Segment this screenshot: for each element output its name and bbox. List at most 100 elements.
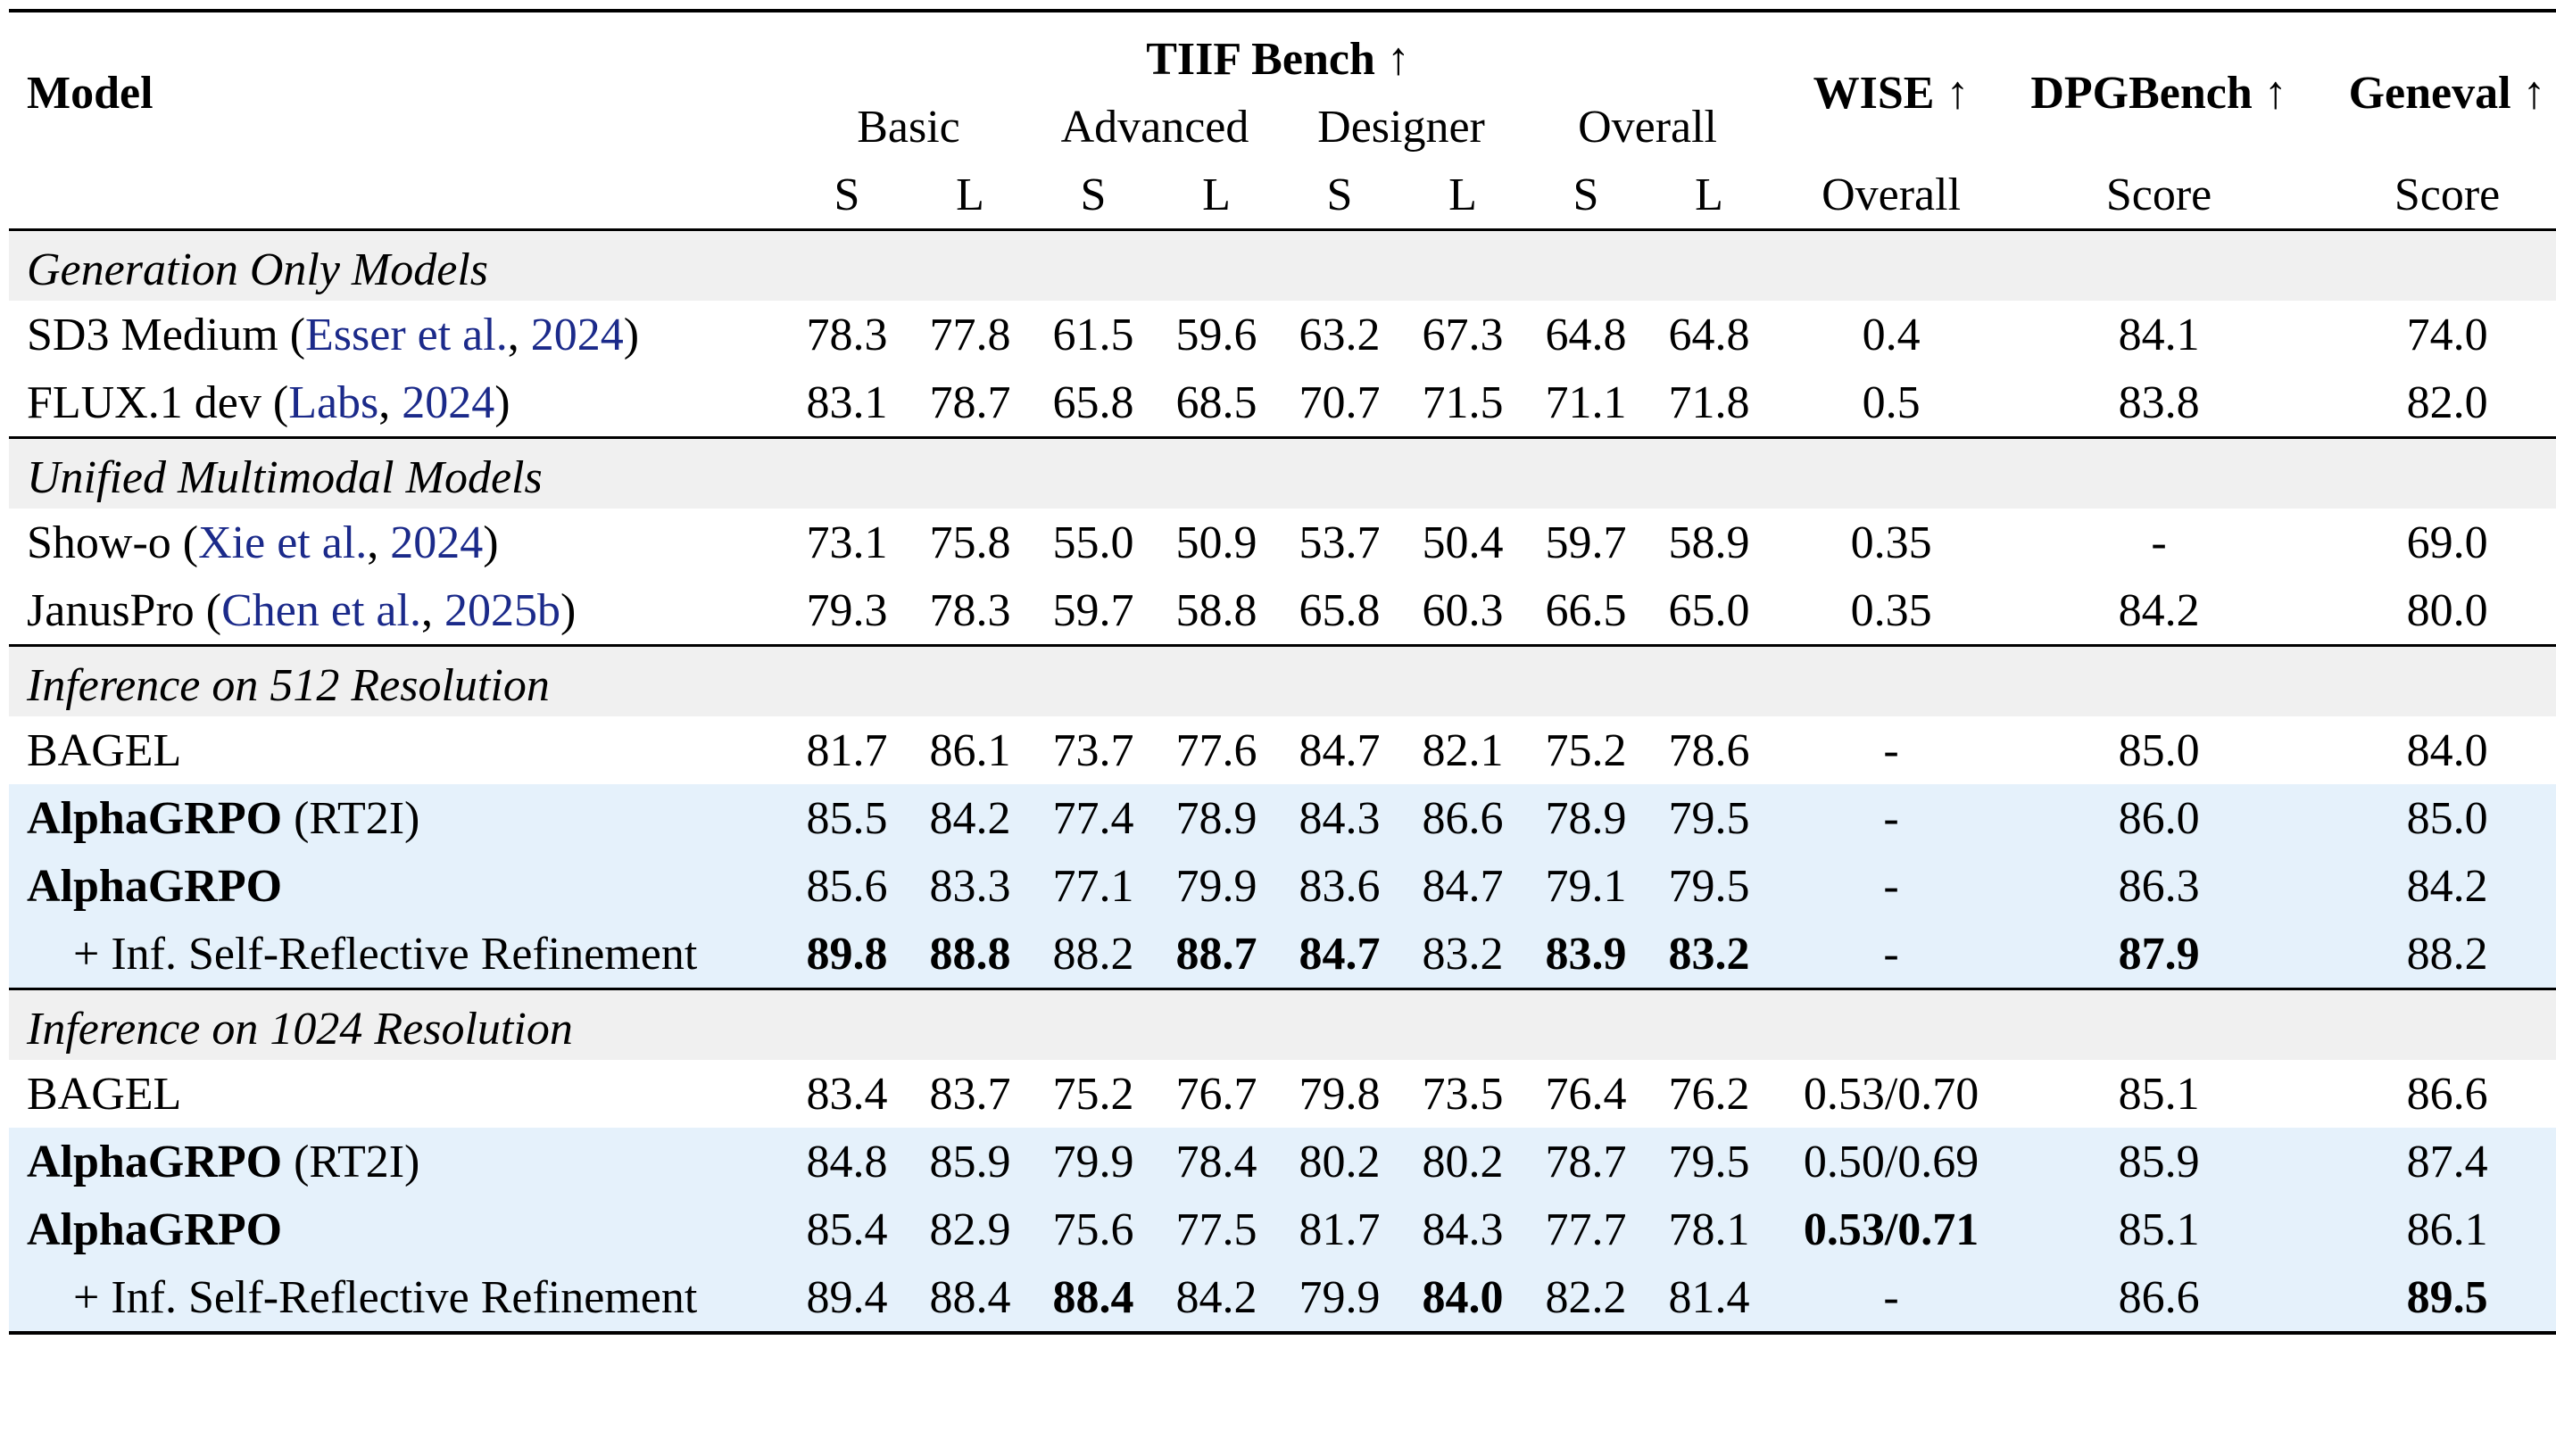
wise-overall-cell: 0.4 [1862, 309, 1921, 360]
short-label: S [1326, 169, 1353, 220]
model-name-cell: BAGEL [9, 716, 785, 784]
dpgbench-score-cell: 87.9 [2012, 920, 2307, 989]
section-header-row: Unified Multimodal Models [9, 437, 2556, 509]
overall-s-cell: 64.8 [1545, 309, 1627, 360]
geneval-score-cell: 86.6 [2406, 1068, 2488, 1120]
overall-subheader: Overall [1578, 101, 1717, 153]
designer-l-cell: 80.2 [1401, 1128, 1524, 1195]
basic-s-cell: 81.7 [806, 724, 888, 776]
overall-s-cell: 76.4 [1545, 1068, 1627, 1120]
model-name-cell: FLUX.1 dev (Labs, 2024) [9, 368, 785, 438]
advanced-l-cell: 88.7 [1155, 920, 1278, 989]
basic-l-cell: 86.1 [929, 724, 1011, 776]
citation-author[interactable]: Chen et al. [221, 584, 421, 636]
geneval-score-cell: 69.0 [2406, 517, 2488, 568]
designer-s-cell: 63.2 [1299, 309, 1381, 360]
basic-s-cell: 79.3 [806, 584, 888, 636]
wise-overall-cell: 0.53/0.70 [1803, 1068, 1979, 1120]
table-row: BAGEL 83.4 83.7 75.2 76.7 79.8 73.5 76.4 76.2 0.5… [9, 1060, 2556, 1128]
model-name: AlphaGRPO [27, 1136, 283, 1187]
section-title: Unified Multimodal Models [9, 437, 2556, 509]
citation-close: ) [623, 309, 640, 360]
geneval-score-cell: 85.0 [2306, 784, 2556, 852]
overall-s-cell: 71.1 [1545, 376, 1627, 428]
citation-author[interactable]: Xie et al. [198, 517, 368, 568]
advanced-s-cell: 55.0 [1052, 517, 1134, 568]
model-name: AlphaGRPO [27, 860, 283, 912]
table-row: JanusPro (Chen et al., 2025b) 79.3 78.3 59.… [9, 576, 2556, 646]
designer-s-cell: 80.2 [1278, 1128, 1401, 1195]
advanced-l-cell: 77.6 [1175, 724, 1257, 776]
citation-open: ( [170, 517, 199, 568]
section-title: Inference on 512 Resolution [9, 645, 2556, 716]
dpgbench-score-cell: 85.9 [2012, 1128, 2307, 1195]
advanced-s-cell: 75.2 [1052, 1068, 1134, 1120]
basic-s-cell: 89.8 [785, 920, 909, 989]
basic-l-cell: 84.2 [909, 784, 1032, 852]
overall-l-cell: 65.0 [1668, 584, 1750, 636]
overall-l-cell: 81.4 [1647, 1263, 1772, 1335]
designer-s-cell: 83.6 [1278, 852, 1401, 920]
wise-overall-subheader: Overall [1822, 169, 1962, 220]
citation-year[interactable]: 2024 [402, 376, 495, 428]
geneval-score-cell: 86.1 [2306, 1195, 2556, 1263]
model-variant-suffix: (RT2I) [282, 1136, 420, 1187]
citation-separator: , [378, 376, 402, 428]
wise-overall-cell: 0.5 [1862, 376, 1921, 428]
citation-year[interactable]: 2025b [444, 584, 560, 636]
wise-overall-cell: - [1771, 1263, 2012, 1335]
wise-overall-cell: - [1771, 852, 2012, 920]
dpgbench-header: DPGBench ↑ [2030, 67, 2287, 119]
model-name: JanusPro [27, 584, 195, 636]
basic-l-cell: 77.8 [929, 309, 1011, 360]
overall-l-cell: 79.5 [1647, 784, 1772, 852]
long-label: L [1695, 169, 1723, 220]
model-name-cell: AlphaGRPO [9, 1195, 785, 1263]
advanced-s-cell: 59.7 [1052, 584, 1134, 636]
model-name-cell: SD3 Medium (Esser et al., 2024) [9, 301, 785, 368]
geneval-score-cell: 82.0 [2406, 376, 2488, 428]
wise-overall-cell: - [1883, 724, 1899, 776]
citation-year[interactable]: 2024 [530, 309, 624, 360]
long-label: L [956, 169, 984, 220]
advanced-l-cell: 68.5 [1175, 376, 1257, 428]
designer-l-cell: 60.3 [1422, 584, 1504, 636]
basic-l-cell: 88.4 [909, 1263, 1032, 1335]
table-row: AlphaGRPO 85.6 83.3 77.1 79.9 83.6 84.7 79.1 79.… [9, 852, 2556, 920]
advanced-l-cell: 78.9 [1155, 784, 1278, 852]
citation-separator: , [420, 584, 444, 636]
dpgbench-score-cell: 86.0 [2012, 784, 2307, 852]
overall-l-cell: 78.1 [1647, 1195, 1772, 1263]
advanced-s-cell: 65.8 [1052, 376, 1134, 428]
overall-l-cell: 58.9 [1668, 517, 1750, 568]
advanced-s-cell: 79.9 [1032, 1128, 1155, 1195]
citation-author[interactable]: Esser et al. [305, 309, 508, 360]
model-name: BAGEL [27, 1068, 182, 1120]
designer-l-cell: 71.5 [1422, 376, 1504, 428]
model-name: SD3 Medium [27, 309, 278, 360]
basic-s-cell: 83.4 [806, 1068, 888, 1120]
overall-l-cell: 64.8 [1668, 309, 1750, 360]
table-row: AlphaGRPO 85.4 82.9 75.6 77.5 81.7 84.3 77.7 78.… [9, 1195, 2556, 1263]
citation-close: ) [494, 376, 510, 428]
dpgbench-score-cell: 86.6 [2012, 1263, 2307, 1335]
header-row-2: Basic Advanced Designer Overall [9, 93, 2556, 161]
citation-close: ) [483, 517, 499, 568]
geneval-score-subheader: Score [2394, 169, 2501, 220]
basic-s-cell: 73.1 [806, 517, 888, 568]
geneval-header: Geneval ↑ [2348, 67, 2546, 119]
section-header-row: Generation Only Models [9, 229, 2556, 301]
overall-s-cell: 59.7 [1545, 517, 1627, 568]
wise-overall-cell: 0.35 [1850, 584, 1932, 636]
citation-year[interactable]: 2024 [390, 517, 484, 568]
designer-s-cell: 81.7 [1278, 1195, 1401, 1263]
model-name-cell: + Inf. Self-Reflective Refinement [9, 920, 785, 989]
model-column-header: Model [27, 67, 154, 119]
header-row-3: S L S L S L S L Overall Score Score [9, 161, 2556, 230]
advanced-s-cell: 88.4 [1032, 1263, 1155, 1335]
model-name: AlphaGRPO [27, 792, 283, 844]
overall-l-cell: 76.2 [1668, 1068, 1750, 1120]
citation-author[interactable]: Labs [288, 376, 379, 428]
section-header-row: Inference on 1024 Resolution [9, 989, 2556, 1060]
citation-open: ( [261, 376, 289, 428]
